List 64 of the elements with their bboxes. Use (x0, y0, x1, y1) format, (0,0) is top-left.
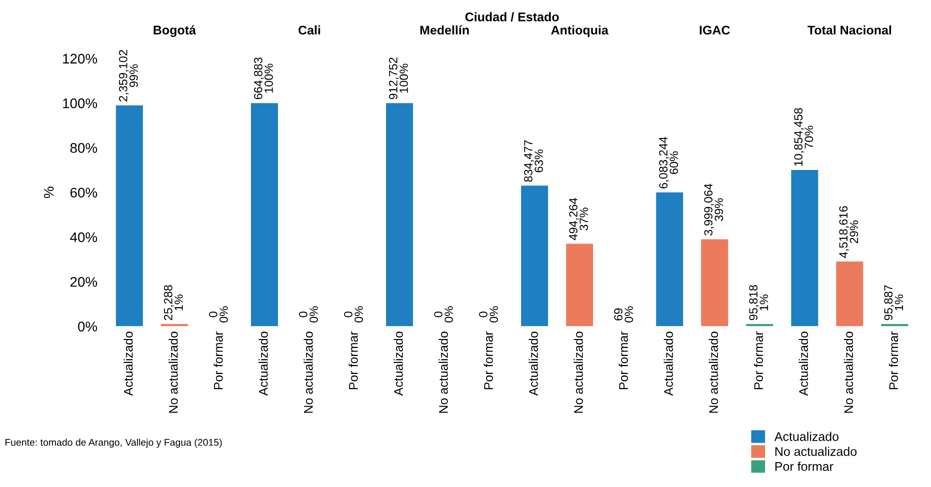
y-tick-label: 0% (78, 322, 98, 332)
chart-title: Ciudad / Estado (465, 12, 559, 22)
bar (566, 244, 594, 326)
x-tick-label: Actualizado (528, 332, 538, 396)
y-tick-label: 100% (63, 98, 98, 108)
x-tick-label: No actualizado (708, 332, 718, 413)
data-label: 95,887 1% (884, 285, 904, 320)
text: Cali (298, 25, 320, 35)
x-tick-label: Por formar (348, 331, 358, 390)
y-tick-label: 60% (70, 188, 98, 198)
text: Medellín (420, 25, 469, 35)
data-label: 95,818 1% (749, 285, 768, 320)
bar (836, 262, 864, 326)
source-note: Fuente: tomado de Arango, Vallejo y Fagua (2015) (5, 438, 222, 448)
bar (791, 170, 818, 326)
x-tick-label: No actualizado (168, 332, 178, 413)
data-label: 0 0% (479, 306, 498, 322)
text: Antioquia (551, 25, 608, 38)
bar (250, 103, 278, 326)
y-tick-label: 120% (63, 54, 98, 64)
legend-label: Por formar (775, 462, 834, 471)
data-label: 0 0% (299, 306, 318, 322)
x-tick-label: No actualizado (438, 332, 448, 413)
x-tick-label: No actualizado (844, 332, 854, 413)
data-label: 10,854,458 70% (794, 108, 814, 166)
x-tick-label: Actualizado (258, 332, 268, 396)
text: Total Nacional (808, 25, 892, 35)
data-label: 494,264 37% (569, 198, 588, 240)
x-tick-label: No actualizado (304, 332, 313, 413)
x-tick-label: No actualizado (574, 332, 583, 413)
x-tick-label: Por formar (618, 331, 628, 390)
y-tick-label: 20% (70, 276, 98, 287)
x-tick-label: Por formar (754, 331, 763, 390)
data-label: 6,083,244 60% (659, 136, 678, 188)
data-label: 69 0% (614, 306, 634, 322)
y-tick-label: 80% (70, 143, 98, 153)
bar (701, 239, 728, 326)
x-tick-label: Por formar (888, 331, 898, 390)
text: IGAC (700, 26, 730, 35)
data-label: 834,477 63% (524, 140, 544, 182)
legend-label: No actualizado (775, 446, 857, 456)
x-tick-label: Por formar (214, 331, 223, 390)
data-label: 664,883 100% (254, 58, 273, 100)
text: Bogotá (154, 25, 196, 38)
bar (116, 105, 143, 326)
data-label: 912,752 100% (389, 58, 408, 100)
data-label: 0 0% (434, 306, 453, 322)
data-label: 2,359,102 99% (118, 50, 138, 102)
data-label: 25,288 1% (164, 285, 183, 320)
x-tick-label: Actualizado (124, 332, 133, 396)
y-axis-title: % (44, 186, 54, 198)
data-label: 3,999,064 39% (704, 184, 724, 236)
bar (386, 103, 414, 326)
legend-label: Actualizado (774, 432, 838, 441)
data-label: 0 0% (344, 306, 363, 322)
data-label: 0 0% (208, 306, 228, 322)
x-tick-label: Por formar (484, 331, 493, 390)
x-tick-label: Actualizado (394, 332, 403, 396)
y-tick-label: 40% (70, 232, 98, 242)
bar (521, 186, 548, 326)
x-tick-label: Actualizado (798, 332, 808, 396)
data-label: 4,518,616 29% (839, 206, 858, 258)
bar (656, 192, 684, 326)
x-tick-label: Actualizado (664, 332, 673, 396)
